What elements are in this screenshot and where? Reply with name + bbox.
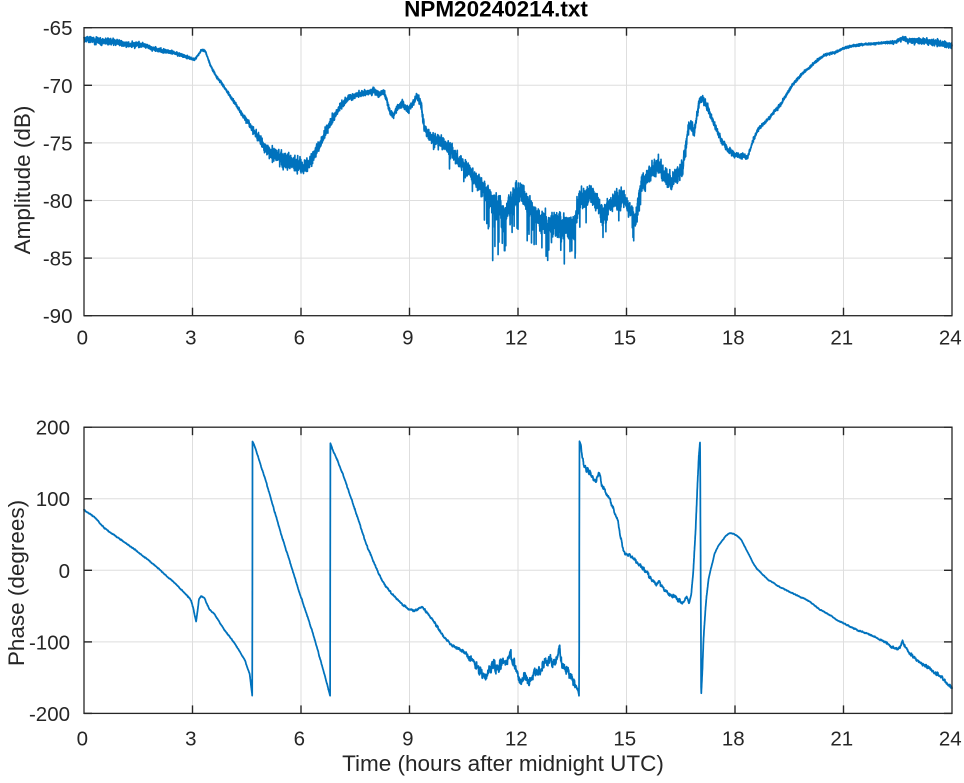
svg-text:Amplitude (dB): Amplitude (dB) — [10, 106, 35, 255]
svg-text:6: 6 — [294, 327, 305, 350]
svg-text:200: 200 — [36, 417, 70, 440]
svg-text:-200: -200 — [29, 703, 70, 726]
svg-text:-70: -70 — [43, 75, 73, 98]
svg-text:0: 0 — [77, 728, 88, 751]
svg-text:Phase (degrees): Phase (degrees) — [4, 500, 29, 666]
svg-text:-100: -100 — [29, 631, 70, 654]
svg-text:-80: -80 — [43, 190, 73, 213]
svg-text:-90: -90 — [43, 305, 73, 328]
svg-text:18: 18 — [722, 728, 745, 751]
svg-text:3: 3 — [185, 327, 196, 350]
svg-text:0: 0 — [77, 327, 88, 350]
svg-text:12: 12 — [505, 327, 528, 350]
svg-text:18: 18 — [722, 327, 745, 350]
svg-text:0: 0 — [59, 560, 70, 583]
svg-text:-65: -65 — [43, 17, 73, 40]
svg-text:9: 9 — [402, 327, 413, 350]
svg-text:12: 12 — [505, 728, 528, 751]
svg-text:-85: -85 — [43, 248, 73, 271]
svg-text:3: 3 — [185, 728, 196, 751]
svg-text:15: 15 — [613, 728, 636, 751]
svg-text:NPM20240214.txt: NPM20240214.txt — [404, 0, 588, 22]
svg-text:24: 24 — [939, 728, 962, 751]
svg-text:9: 9 — [402, 728, 413, 751]
svg-text:-75: -75 — [43, 132, 73, 155]
svg-text:24: 24 — [939, 327, 962, 350]
svg-text:6: 6 — [294, 728, 305, 751]
svg-text:15: 15 — [613, 327, 636, 350]
svg-text:100: 100 — [36, 488, 70, 511]
svg-text:Time (hours after midnight UTC: Time (hours after midnight UTC) — [342, 751, 664, 776]
svg-text:21: 21 — [830, 327, 853, 350]
svg-text:21: 21 — [830, 728, 853, 751]
